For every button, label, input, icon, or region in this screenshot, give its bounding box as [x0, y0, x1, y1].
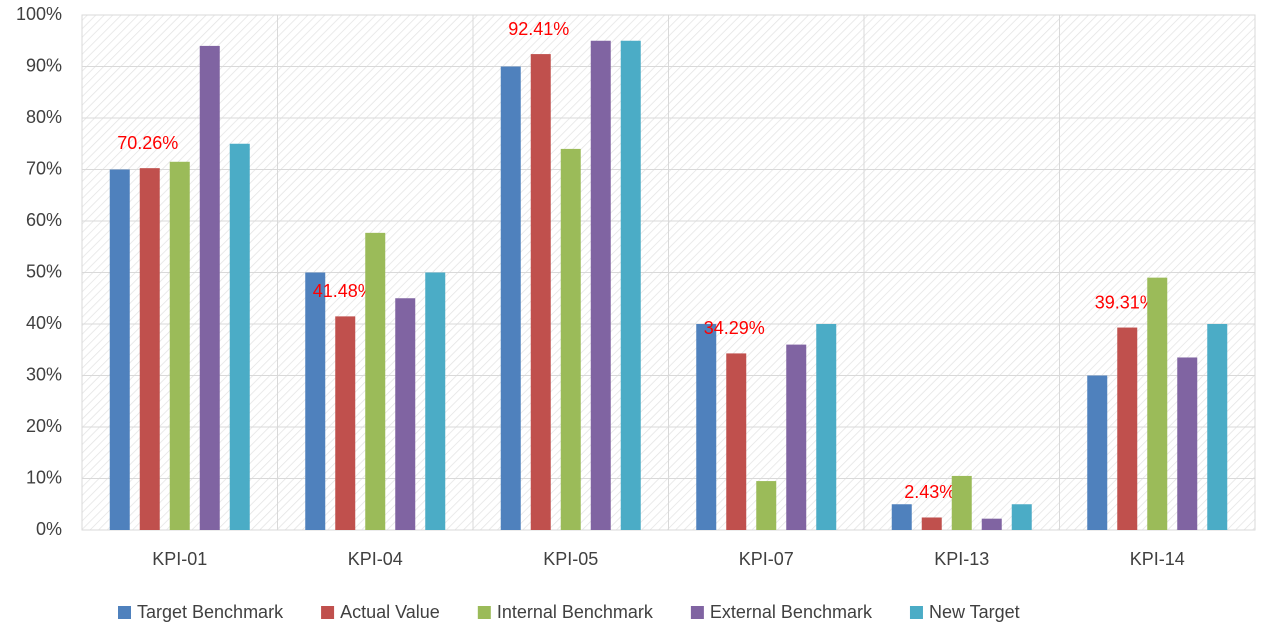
bar	[620, 40, 641, 530]
x-tick-label: KPI-07	[739, 549, 794, 569]
y-tick-label: 100%	[16, 4, 62, 24]
bar	[921, 517, 942, 530]
bar	[726, 353, 747, 530]
legend-swatch	[909, 606, 923, 619]
bar	[786, 344, 807, 530]
bar	[951, 475, 972, 530]
bar	[139, 168, 160, 530]
bar	[395, 298, 416, 530]
bar	[1177, 357, 1198, 530]
bar	[1207, 324, 1228, 530]
bar	[590, 40, 611, 530]
x-tick-label: KPI-13	[934, 549, 989, 569]
data-label: 92.41%	[508, 19, 569, 39]
x-tick-label: KPI-05	[543, 549, 598, 569]
bar	[365, 232, 386, 530]
legend-label: External Benchmark	[710, 602, 873, 622]
x-tick-label: KPI-01	[152, 549, 207, 569]
bar	[305, 272, 326, 530]
data-label: 34.29%	[704, 318, 765, 338]
y-tick-label: 30%	[26, 364, 62, 384]
legend-swatch	[690, 606, 704, 619]
legend-swatch	[321, 606, 335, 619]
bar	[199, 45, 220, 531]
x-tick-label: KPI-04	[348, 549, 403, 569]
bar	[169, 161, 190, 530]
y-tick-label: 10%	[26, 467, 62, 487]
y-tick-label: 40%	[26, 313, 62, 333]
x-tick-label: KPI-14	[1130, 549, 1185, 569]
legend-label: Internal Benchmark	[497, 602, 654, 622]
y-tick-label: 90%	[26, 55, 62, 75]
bar	[500, 66, 521, 530]
bar	[891, 504, 912, 530]
legend-label: Target Benchmark	[137, 602, 284, 622]
y-tick-label: 60%	[26, 210, 62, 230]
legend-swatch	[118, 606, 131, 619]
y-tick-label: 80%	[26, 107, 62, 127]
bar	[696, 324, 717, 530]
legend-swatch	[477, 606, 491, 619]
y-tick-label: 70%	[26, 158, 62, 178]
bar	[335, 316, 356, 530]
data-label: 41.48%	[313, 281, 374, 301]
bar	[1147, 277, 1168, 530]
data-label: 2.43%	[904, 482, 955, 502]
bar	[1011, 504, 1032, 530]
y-tick-label: 0%	[36, 519, 62, 539]
legend-label: New Target	[929, 602, 1020, 622]
data-label: 39.31%	[1095, 292, 1156, 312]
y-tick-label: 50%	[26, 261, 62, 281]
legend-label: Actual Value	[340, 602, 440, 622]
bar	[560, 148, 581, 530]
bar	[756, 481, 777, 530]
bar	[530, 54, 551, 530]
bar	[1087, 375, 1108, 530]
bar	[1117, 327, 1138, 530]
y-tick-label: 20%	[26, 416, 62, 436]
bar	[109, 169, 130, 530]
bar	[981, 518, 1002, 530]
data-label: 70.26%	[117, 133, 178, 153]
bar	[229, 143, 250, 530]
bar	[816, 324, 837, 530]
bar	[425, 272, 446, 530]
